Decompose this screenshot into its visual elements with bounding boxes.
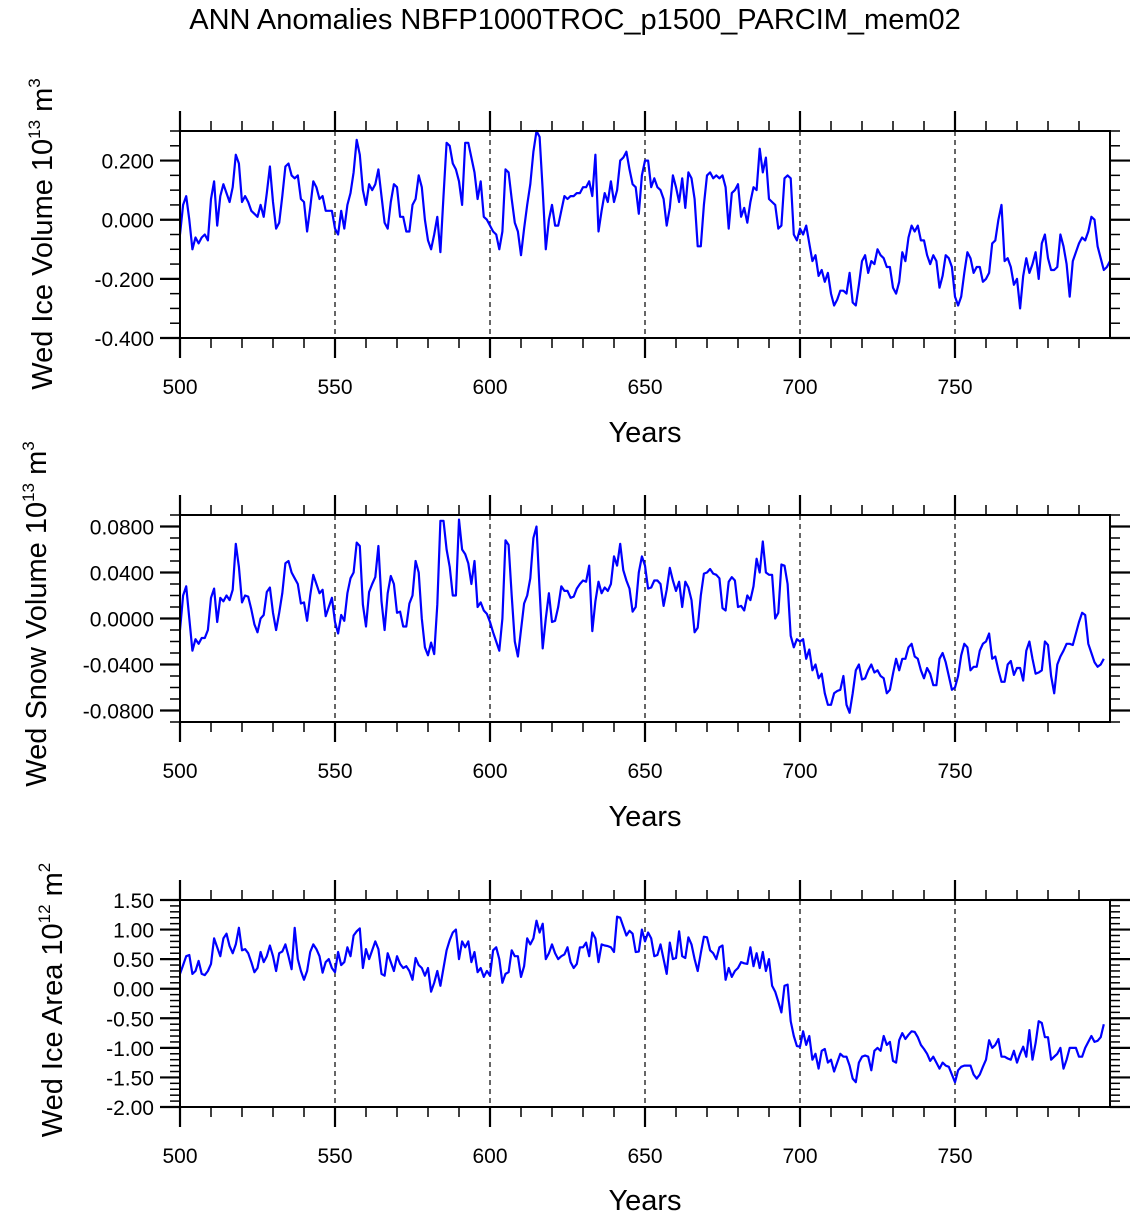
x-tick-label: 600	[472, 376, 507, 399]
data-series-line	[178, 129, 1111, 310]
x-axis-title: Years	[608, 417, 681, 449]
data-series-line	[178, 915, 1105, 1084]
y-axis-title: Wed Ice Area 1012 m2	[35, 863, 69, 1137]
y-tick-label: 1.50	[113, 890, 154, 913]
x-tick-label: 600	[472, 1145, 507, 1168]
y-tick-label: -0.0400	[83, 655, 154, 678]
x-tick-label: 650	[627, 1145, 662, 1168]
figure-title: ANN Anomalies NBFP1000TROC_p1500_PARCIM_…	[189, 4, 961, 36]
y-tick-label: 0.50	[113, 949, 154, 972]
y-tick-label: -1.00	[106, 1038, 154, 1061]
y-tick-label: 0.200	[101, 151, 154, 174]
x-tick-label: 550	[317, 760, 352, 783]
x-tick-label: 600	[472, 760, 507, 783]
y-tick-label: -0.400	[94, 328, 154, 351]
x-axis-title: Years	[608, 801, 681, 833]
x-axis-title: Years	[608, 1185, 681, 1217]
y-axis-title-unit-exponent: 2	[35, 863, 54, 872]
x-tick-label: 700	[782, 376, 817, 399]
y-axis-title-text: Wed Ice Volume 10	[27, 139, 59, 390]
x-tick-label: 500	[162, 1145, 197, 1168]
x-tick-label: 700	[782, 1145, 817, 1168]
y-tick-label: 0.000	[101, 210, 154, 233]
y-tick-label: 0.0400	[90, 563, 154, 586]
y-axis-title-unit: m	[27, 88, 59, 120]
x-tick-label: 550	[317, 1145, 352, 1168]
x-tick-label: 750	[937, 376, 972, 399]
y-axis-title-unit-exponent: 3	[19, 441, 38, 450]
y-axis-title-exponent: 12	[35, 904, 54, 923]
x-tick-label: 650	[627, 376, 662, 399]
y-axis-title: Wed Snow Volume 1013 m3	[19, 441, 53, 786]
y-axis-title-unit: m	[21, 451, 53, 483]
x-tick-label: 750	[937, 760, 972, 783]
y-axis-title-unit-exponent: 3	[25, 78, 44, 87]
y-tick-label: -1.50	[106, 1067, 154, 1090]
x-tick-label: 650	[627, 760, 662, 783]
y-tick-label: 0.0800	[90, 517, 154, 540]
y-axis-title-exponent: 13	[19, 483, 38, 502]
x-tick-label: 700	[782, 760, 817, 783]
x-tick-label: 550	[317, 376, 352, 399]
y-axis-title-unit: m	[37, 872, 69, 904]
y-tick-label: -0.0800	[83, 701, 154, 724]
y-tick-label: 0.0000	[90, 609, 154, 632]
y-tick-label: -0.50	[106, 1008, 154, 1031]
panel-3: 500 550 600 650 700 750 Years 1.50 1.00 0.50 0.00 -…	[35, 863, 1130, 1217]
x-tick-label: 500	[162, 760, 197, 783]
y-tick-label: -0.200	[94, 269, 154, 292]
y-axis-title-exponent: 13	[25, 120, 44, 139]
y-axis-title-text: Wed Snow Volume 10	[21, 502, 53, 787]
panel-1: 500 550 600 650 700 750 Years 0.200 0.000 -0.200 -…	[25, 78, 1130, 449]
panel-2: 500 550 600 650 700 750 Years 0.0800 0.0400 0.000…	[19, 441, 1130, 833]
x-tick-label: 500	[162, 376, 197, 399]
y-axis-title-text: Wed Ice Area 10	[37, 923, 69, 1137]
y-axis-title: Wed Ice Volume 1013 m3	[25, 78, 59, 390]
y-tick-label: -2.00	[106, 1097, 154, 1120]
data-series-line	[178, 518, 1105, 714]
x-tick-label: 750	[937, 1145, 972, 1168]
y-tick-label: 1.00	[113, 920, 154, 943]
y-tick-label: 0.00	[113, 979, 154, 1002]
